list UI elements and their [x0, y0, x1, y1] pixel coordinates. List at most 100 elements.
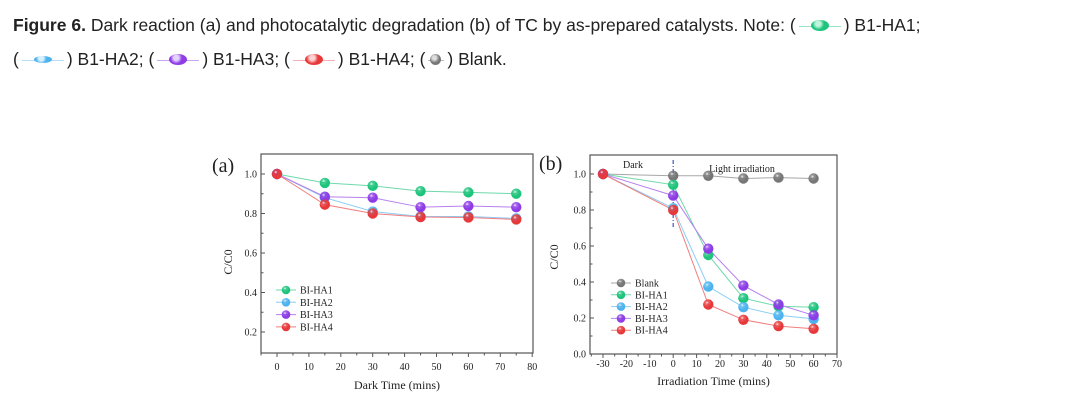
data-point-bi-ha4 — [808, 323, 819, 334]
data-point-blank — [703, 170, 714, 181]
data-point-bi-ha3 — [511, 201, 522, 213]
x-tick-label: 20 — [715, 359, 725, 370]
y-tick-label: 0.2 — [245, 328, 258, 339]
data-point-bi-ha1 — [367, 180, 378, 192]
x-tick-label: 10 — [692, 359, 702, 370]
legend-symbol-ha3 — [155, 53, 201, 67]
x-tick-label: 50 — [785, 359, 795, 370]
x-tick-label: 80 — [527, 362, 537, 373]
legend-label: BI-HA1 — [300, 286, 333, 297]
data-point-bi-ha1 — [808, 302, 819, 313]
caption-item-ha1: ) B1-HA1; — [843, 15, 921, 35]
data-point-bi-ha3 — [703, 243, 714, 254]
x-tick-label: 40 — [762, 359, 772, 370]
legend-symbol-ha1 — [797, 19, 843, 33]
x-tick-label: 40 — [400, 362, 410, 373]
data-point-bi-ha4 — [597, 168, 609, 180]
data-point-bi-ha3 — [808, 310, 819, 321]
panel-label: (a) — [212, 155, 234, 177]
data-point-bi-ha4 — [271, 168, 283, 180]
x-tick-label: 10 — [304, 362, 314, 373]
data-point-bi-ha1 — [738, 293, 749, 304]
caption-item-ha3: ) B1-HA3; ( — [202, 49, 290, 69]
marker-swatch — [810, 20, 829, 32]
legend-label: BI-HA1 — [635, 290, 668, 301]
data-point-bi-ha1 — [415, 185, 426, 197]
data-point-bi-ha1 — [511, 188, 522, 199]
y-tick-label: 0.2 — [574, 314, 587, 325]
data-point-bi-ha3 — [668, 190, 679, 201]
y-tick-label: 0.8 — [574, 206, 587, 217]
caption-item-ha4: ) B1-HA4; ( — [337, 49, 426, 69]
x-axis-label: Dark Time (mins) — [354, 378, 440, 392]
legend-label: BI-HA3 — [635, 314, 668, 325]
series-line-bi-ha2 — [276, 173, 517, 219]
y-axis-label: C/C0 — [547, 244, 561, 269]
data-point-bi-ha3 — [773, 299, 784, 310]
y-tick-label: 0.4 — [574, 278, 587, 289]
x-tick-label: 60 — [809, 359, 819, 370]
data-point-bi-ha4 — [415, 211, 426, 223]
data-point-bi-ha4 — [773, 320, 784, 332]
legend-marker — [281, 285, 291, 295]
x-axis-label: Irradiation Time (mins) — [657, 374, 770, 388]
legend-marker — [616, 302, 626, 311]
y-axis-label: C/C0 — [221, 249, 235, 274]
data-point-bi-ha4 — [463, 212, 474, 223]
legend-marker — [616, 278, 626, 288]
caption-text: Dark reaction (a) and photocatalytic deg… — [90, 15, 796, 35]
annotation-light-irradiation: Light irradiation — [709, 164, 775, 175]
legend-symbol-ha4 — [291, 53, 337, 67]
x-tick-label: -30 — [596, 359, 609, 370]
data-point-bi-ha3 — [738, 280, 749, 291]
x-tick-label: -20 — [620, 359, 633, 370]
series-line-bi-ha4 — [602, 173, 814, 330]
data-point-bi-ha2 — [703, 281, 714, 292]
data-point-bi-ha4 — [511, 214, 522, 225]
data-point-bi-ha4 — [738, 314, 749, 325]
chart-a: (a) 0.2 0.4 0.6 0.8 1.0 0 10 20 30 40 50 60 70 80 Dark … — [212, 153, 537, 392]
y-tick-label: 0.8 — [245, 209, 258, 220]
caption-open: ( — [13, 49, 19, 69]
chart-b: (b) 0.0 0.2 0.4 0.6 0.8 1.0 -30 -20 -10 0 10 20 30 40 5… — [539, 153, 842, 388]
figure-label: Figure 6. — [13, 15, 86, 35]
data-point-bi-ha3 — [463, 200, 474, 212]
data-point-bi-ha2 — [773, 310, 784, 321]
x-tick-label: 0 — [275, 362, 280, 373]
figure-caption: Figure 6. Dark reaction (a) and photocat… — [13, 8, 1063, 76]
data-point-bi-ha1 — [319, 177, 331, 189]
legend-label: BI-HA4 — [635, 326, 668, 337]
x-tick-label: 70 — [832, 359, 842, 370]
marker-swatch — [33, 56, 52, 64]
plot-frame — [589, 154, 838, 355]
x-tick-label: 20 — [336, 362, 346, 373]
caption-item-blank: ) Blank. — [447, 49, 507, 69]
x-tick-label: 60 — [463, 362, 473, 373]
y-tick-label: 0.6 — [574, 242, 587, 253]
data-point-bi-ha1 — [668, 179, 679, 190]
marker-swatch — [304, 54, 323, 66]
data-point-blank — [773, 172, 784, 183]
data-point-blank — [668, 170, 679, 181]
data-point-bi-ha4 — [319, 199, 331, 210]
legend-label: BI-HA4 — [300, 322, 333, 333]
series-line-bi-ha4 — [276, 173, 517, 220]
series-line-bi-ha1 — [276, 173, 517, 195]
data-point-bi-ha4 — [367, 208, 378, 219]
legend-marker — [616, 325, 626, 335]
legend-label: BI-HA3 — [300, 310, 333, 321]
legend-marker — [616, 290, 626, 300]
legend-label: Blank — [635, 279, 659, 290]
x-tick-label: -10 — [643, 359, 656, 370]
data-point-blank — [808, 173, 819, 184]
data-point-bi-ha3 — [319, 191, 331, 202]
legend-marker — [281, 298, 291, 307]
x-tick-label: 30 — [738, 359, 748, 370]
panel-label: (b) — [539, 153, 562, 175]
legend-symbol-ha2 — [20, 53, 66, 67]
x-tick-label: 30 — [368, 362, 378, 373]
data-point-bi-ha4 — [668, 204, 679, 216]
legend-label: BI-HA2 — [635, 302, 668, 313]
y-tick-label: 0.6 — [245, 249, 258, 260]
data-point-bi-ha2 — [738, 302, 749, 313]
